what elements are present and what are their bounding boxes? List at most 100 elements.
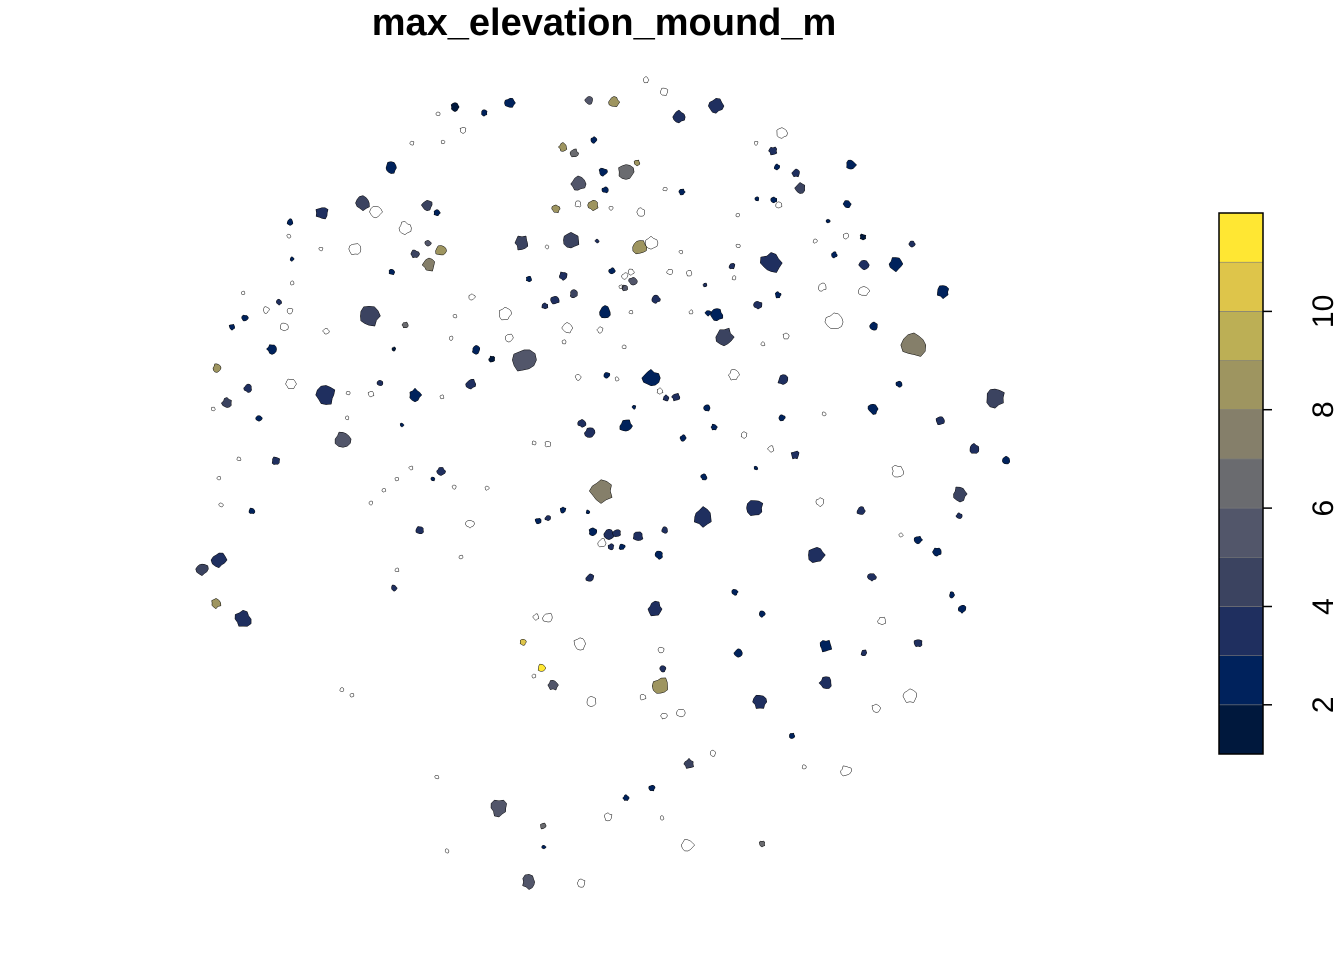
mound-polygon (935, 416, 945, 425)
mound-polygon (895, 380, 903, 388)
mound-polygon (369, 206, 383, 219)
mound-polygon (778, 414, 786, 422)
mound-polygon (728, 368, 740, 381)
mound-polygon (525, 275, 532, 283)
mound-polygon (289, 256, 295, 262)
mound-polygon (449, 335, 454, 341)
mound-polygon (651, 294, 661, 304)
mound-polygon (710, 308, 724, 322)
mound-polygon (561, 339, 567, 345)
mound-polygon (703, 404, 711, 412)
mound-polygon (633, 159, 641, 167)
mound-polygon (544, 515, 551, 522)
mound-polygon (586, 696, 597, 707)
mound-polygon (671, 392, 681, 402)
legend-bin (1218, 409, 1264, 460)
mound-polygon (561, 322, 574, 334)
mound-polygon (271, 456, 280, 465)
legend-bin (1218, 458, 1264, 509)
mound-polygon (759, 610, 766, 618)
mound-polygon (908, 240, 916, 248)
mound-polygon (819, 639, 833, 653)
mound-polygon (657, 646, 665, 654)
mound-polygon (659, 815, 665, 821)
mound-polygon (773, 163, 780, 171)
mound-polygon (856, 506, 866, 515)
mound-polygon (642, 76, 650, 84)
mound-polygon (512, 349, 537, 372)
mound-polygon (700, 473, 708, 481)
mound-polygon (770, 196, 778, 204)
mound-polygon (603, 372, 611, 379)
mound-polygon (598, 167, 608, 177)
mound-polygon (468, 293, 476, 301)
mound-polygon (534, 518, 542, 525)
mound-polygon (241, 290, 246, 296)
mound-polygon (559, 506, 567, 514)
mound-polygon (588, 479, 613, 504)
mound-polygon (902, 688, 917, 703)
mound-polygon (621, 344, 627, 349)
mound-polygon (550, 296, 560, 305)
mound-polygon (709, 749, 716, 757)
mound-polygon (436, 467, 446, 476)
mound-polygon (458, 554, 464, 560)
mound-polygon (195, 563, 209, 577)
mound-polygon (621, 272, 629, 280)
mound-polygon (465, 378, 477, 390)
legend-ticks: 2 4 6 8 10 (1263, 295, 1340, 713)
mound-polygon (557, 142, 568, 152)
mound-polygon (415, 526, 424, 535)
mound-polygon (608, 205, 614, 211)
map-title: max_elevation_mound_m (371, 2, 837, 44)
mound-polygon (603, 528, 615, 540)
mound-polygon (608, 267, 616, 275)
mound-polygon (953, 486, 968, 503)
mound-polygon (808, 547, 826, 563)
mound-polygon (618, 284, 624, 290)
mound-polygon (678, 249, 684, 255)
mound-polygon (348, 243, 362, 255)
legend-frame (1218, 212, 1264, 755)
mound-polygon (236, 456, 242, 461)
mound-polygon (647, 600, 663, 617)
legend-bin (1218, 704, 1264, 755)
mound-polygon (531, 673, 537, 679)
mound-polygon (410, 249, 420, 259)
legend-tick-label: 6 (1307, 500, 1340, 517)
mound-polygon (594, 238, 600, 244)
mound-polygon (394, 477, 399, 482)
mound-polygon (276, 298, 282, 306)
mound-polygon (949, 591, 955, 599)
mound-polygon (758, 840, 766, 848)
mound-polygon (627, 268, 635, 276)
mound-polygon (212, 363, 222, 373)
mound-polygon (465, 520, 475, 529)
mound-polygon (631, 405, 637, 410)
mound-polygon (585, 509, 591, 514)
mound-polygon (645, 235, 659, 250)
mound-polygon (391, 346, 396, 352)
mound-polygon (818, 676, 832, 689)
mound-polygon (588, 527, 598, 537)
mound-polygon (286, 218, 294, 226)
legend-color-bins (1218, 212, 1264, 755)
mound-polygon (632, 531, 644, 541)
mound-polygon (444, 848, 450, 854)
mound-polygon (704, 310, 712, 317)
mound-polygon (735, 213, 740, 218)
mound-polygon (315, 385, 336, 405)
mound-polygon (662, 394, 670, 402)
mound-polygon (472, 345, 481, 355)
mound-polygon (504, 97, 516, 108)
legend-bin (1218, 261, 1264, 312)
mound-polygon (660, 712, 668, 720)
mound-polygon (570, 175, 587, 191)
mound-polygon (937, 285, 950, 300)
mound-polygon (368, 500, 374, 506)
mound-polygon (662, 186, 668, 192)
mound-polygon (858, 286, 871, 296)
mound-polygon (694, 506, 712, 528)
mound-polygon (286, 308, 294, 315)
mound-polygon (957, 605, 967, 614)
